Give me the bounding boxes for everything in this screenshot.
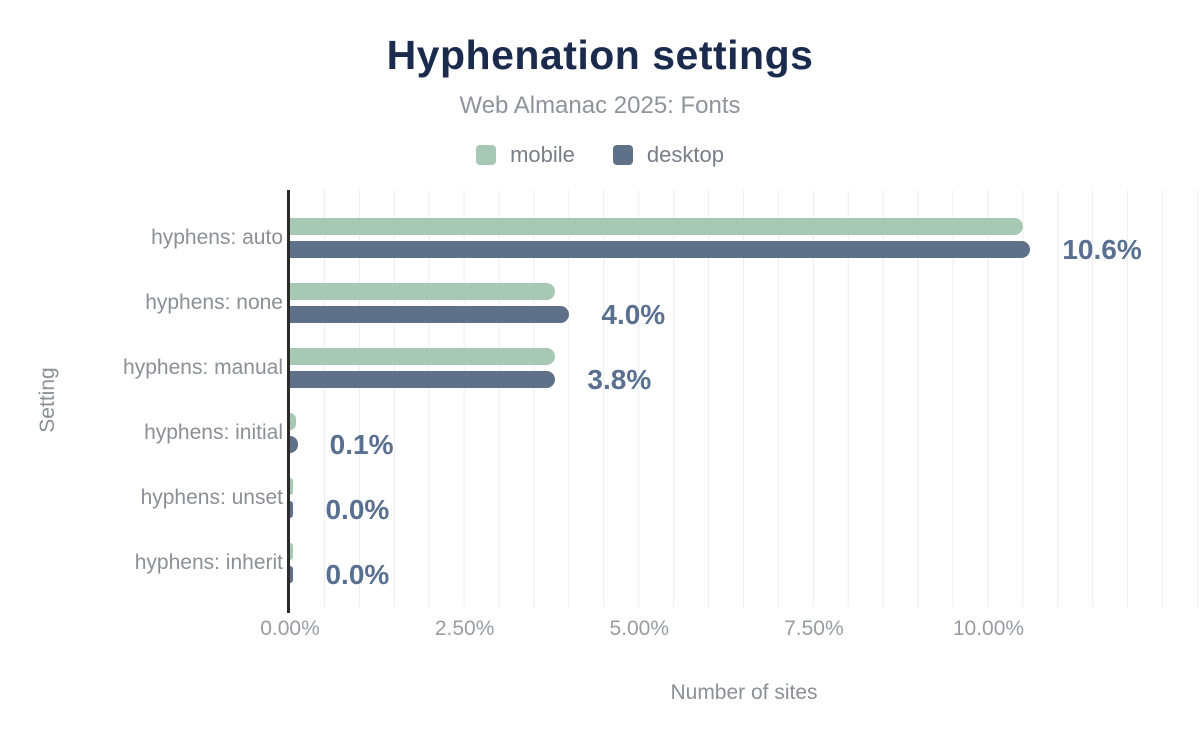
y-axis-category-labels: hyphens: auto hyphens: none hyphens: manua… — [0, 190, 283, 607]
desktop-bar — [290, 436, 298, 453]
desktop-bar — [290, 501, 294, 518]
mobile-bar — [290, 478, 293, 495]
value-label: 3.8% — [587, 364, 652, 395]
bar-row: 0.0% — [290, 543, 1198, 608]
x-axis-ticks: 0.00% 2.50% 5.00% 7.50% 10.00% — [260, 617, 1198, 643]
mobile-bar — [290, 413, 296, 430]
category-label: hyphens: inherit — [134, 551, 283, 574]
mobile-bar — [290, 218, 1024, 235]
value-label: 4.0% — [601, 299, 666, 330]
mobile-bar — [290, 543, 293, 560]
category-label: hyphens: initial — [144, 421, 283, 444]
category-label: hyphens: unset — [140, 486, 283, 509]
x-tick-label: 5.00% — [609, 617, 669, 640]
plot-area: 10.6% 4.0% 3.8% 0.1% 0.0% 0.0% — [290, 190, 1198, 607]
desktop-bar — [290, 306, 570, 323]
y-axis-title: Setting — [36, 367, 59, 433]
y-axis-line — [287, 190, 290, 613]
category-label: hyphens: auto — [151, 226, 283, 249]
x-axis-title: Number of sites — [670, 681, 818, 704]
desktop-bar — [290, 371, 556, 388]
bar-row: 3.8% — [290, 348, 1198, 413]
mobile-bar — [290, 348, 556, 365]
mobile-bar — [290, 283, 556, 300]
value-label: 0.0% — [325, 494, 390, 525]
desktop-swatch-icon — [612, 145, 633, 165]
bar-row: 10.6% — [290, 218, 1198, 283]
legend-item-mobile[interactable]: mobile — [476, 142, 575, 168]
legend: mobile desktop — [0, 142, 1200, 168]
desktop-bar — [290, 566, 294, 583]
chart-title: Hyphenation settings — [386, 32, 814, 78]
x-tick-label: 10.00% — [952, 617, 1025, 640]
value-label: 0.1% — [329, 429, 394, 460]
mobile-swatch-icon — [476, 145, 497, 165]
bar-row: 0.1% — [290, 413, 1198, 478]
bar-row: 4.0% — [290, 283, 1198, 348]
value-label: 10.6% — [1062, 234, 1142, 265]
desktop-bar — [290, 241, 1031, 258]
x-tick-label: 0.00% — [260, 617, 320, 640]
legend-label-mobile: mobile — [510, 142, 575, 167]
bar-row: 0.0% — [290, 478, 1198, 543]
legend-item-desktop[interactable]: desktop — [612, 142, 724, 168]
x-tick-label: 2.50% — [434, 617, 495, 640]
category-label: hyphens: manual — [123, 356, 283, 379]
legend-label-desktop: desktop — [646, 142, 724, 167]
value-label: 0.0% — [325, 559, 390, 590]
x-tick-label: 7.50% — [784, 617, 844, 640]
chart-subtitle: Web Almanac 2025: Fonts — [459, 92, 741, 119]
category-label: hyphens: none — [145, 291, 283, 314]
